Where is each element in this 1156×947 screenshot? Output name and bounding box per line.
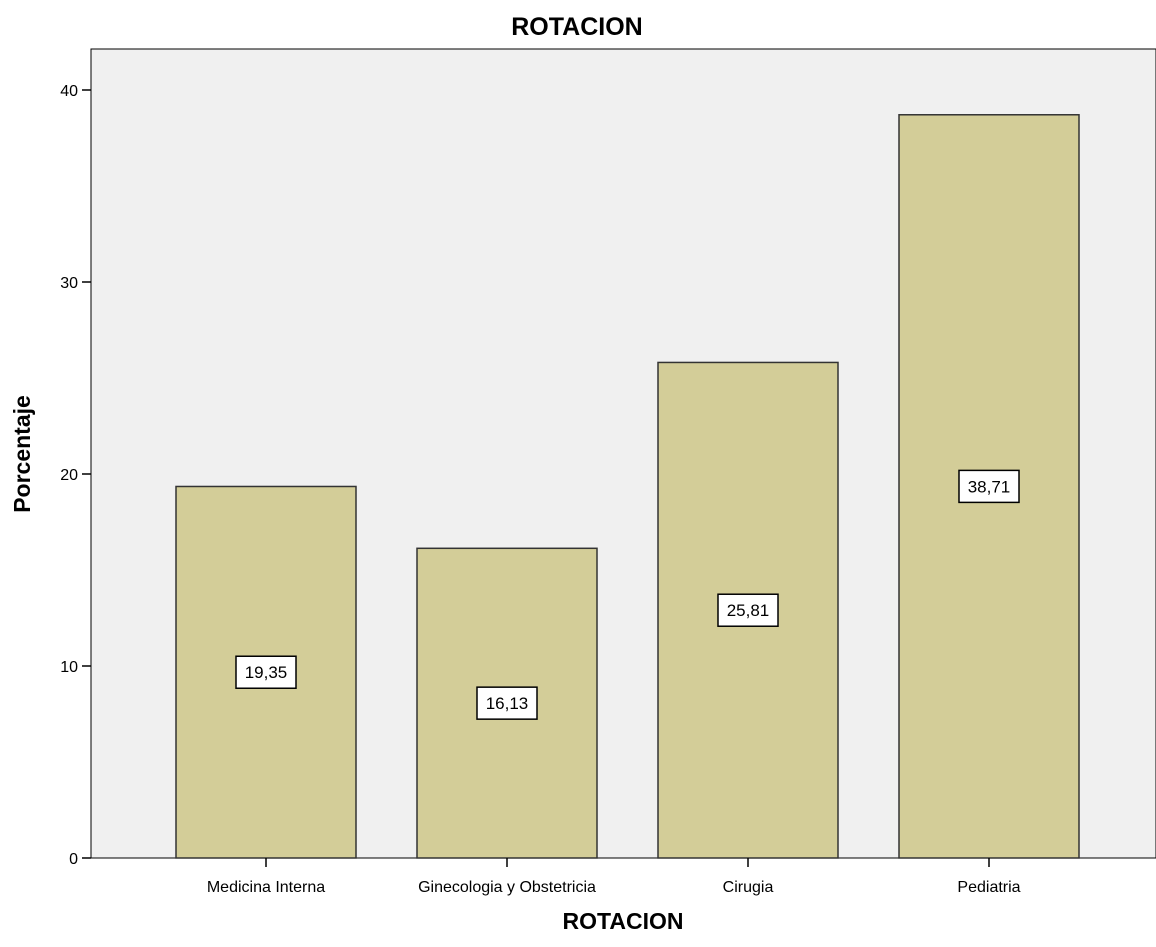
x-axis: Medicina Interna Ginecologia y Obstetrici… [207, 858, 1021, 896]
data-label-box [235, 655, 297, 689]
x-tick-label: Pediatria [957, 879, 1020, 896]
x-tick-label: Ginecologia y Obstetricia [418, 879, 596, 896]
chart-title: ROTACION [511, 13, 642, 41]
y-axis: 0 10 20 30 40 [60, 83, 91, 868]
data-label: 19,35 [245, 663, 288, 682]
data-labels-layer: 19,35 16,13 25,81 38,71 [235, 469, 1020, 720]
data-label-box [958, 469, 1020, 504]
y-axis-title: Porcentaje [9, 395, 35, 513]
y-tick-label: 20 [60, 467, 78, 484]
x-tick-label: Medicina Interna [207, 879, 325, 896]
y-tick-label: 10 [60, 659, 78, 676]
y-tick-label: 0 [69, 851, 78, 868]
x-axis-title: ROTACION [563, 908, 684, 934]
data-label: 16,13 [486, 694, 529, 713]
data-label: 38,71 [968, 477, 1011, 496]
y-tick-label: 30 [60, 275, 78, 292]
y-tick-label: 40 [60, 83, 78, 100]
data-label-box [476, 686, 538, 720]
data-label-box [717, 593, 779, 627]
x-tick-label: Cirugia [723, 879, 774, 896]
data-label: 25,81 [727, 601, 770, 620]
